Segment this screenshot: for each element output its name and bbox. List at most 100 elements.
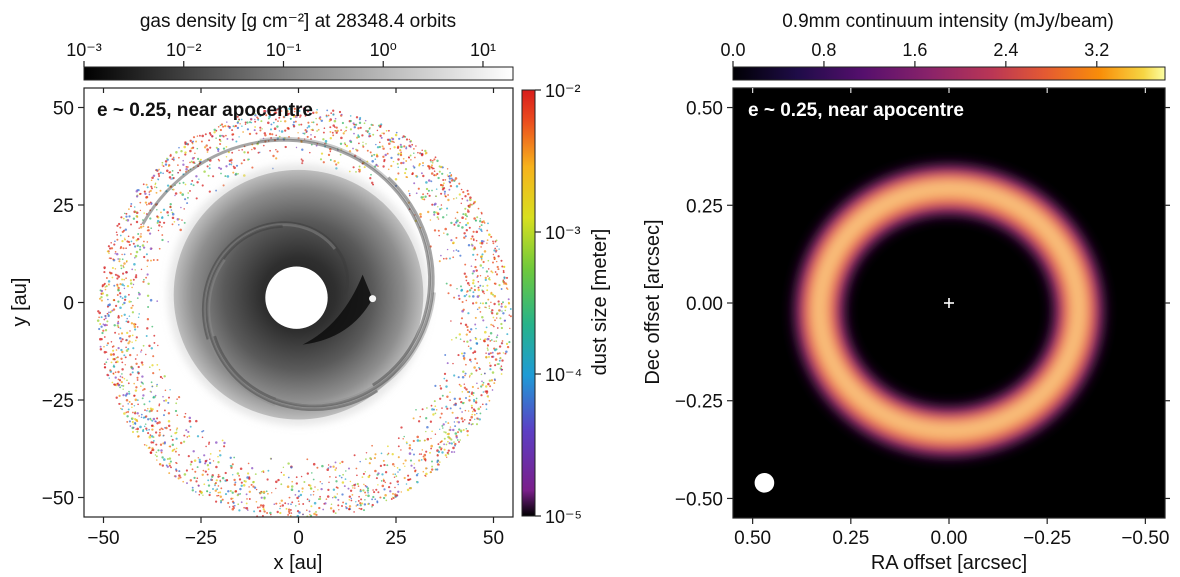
dust-particle: [491, 351, 494, 354]
dust-particle: [486, 289, 489, 292]
dust-particle: [477, 288, 480, 292]
dust-particle: [171, 223, 174, 226]
dust-particle: [140, 233, 142, 235]
dust-particle: [177, 223, 180, 226]
dust-particle: [489, 364, 492, 367]
dust-particle: [219, 480, 222, 483]
dust-particle: [355, 467, 358, 470]
dust-particle: [147, 202, 151, 205]
dust-particle: [427, 164, 430, 168]
dust-particle: [121, 385, 123, 387]
dust-particle: [382, 459, 385, 462]
dust-particle: [175, 402, 178, 405]
dust-particle: [145, 335, 148, 337]
dust-particle: [214, 484, 216, 487]
dust-particle: [500, 373, 503, 375]
dust-particle: [471, 410, 474, 413]
dust-particle: [134, 339, 137, 342]
dust-particle: [114, 268, 117, 270]
dust-particle: [463, 294, 467, 298]
dust-particle: [294, 120, 297, 123]
dust-particle: [176, 427, 179, 430]
dust-particle: [99, 347, 103, 351]
dust-particle: [505, 283, 508, 286]
dust-particle: [111, 276, 114, 279]
dust-particle: [445, 443, 448, 446]
dust-particle: [236, 121, 239, 124]
dust-particle: [443, 437, 446, 440]
dust-particle: [334, 468, 337, 471]
dust-particle: [438, 461, 441, 463]
dust-particle: [446, 174, 449, 176]
dust-particle: [103, 345, 105, 348]
dust-particle: [309, 487, 313, 490]
dust-particle: [312, 111, 315, 115]
dust-particle: [292, 125, 296, 128]
dust-particle: [265, 490, 268, 493]
dust-particle: [372, 495, 375, 499]
dust-particle: [178, 470, 181, 473]
dust-particle: [497, 309, 501, 312]
dust-particle: [259, 115, 262, 117]
dust-particle: [156, 300, 159, 302]
dust-particle: [134, 389, 138, 392]
dust-particle: [299, 116, 301, 118]
dust-particle: [328, 481, 330, 484]
dust-particle: [134, 210, 137, 213]
dust-particle: [373, 491, 376, 494]
dust-particle: [440, 440, 443, 443]
dust-particle: [464, 409, 467, 412]
dust-particle: [429, 159, 432, 162]
dust-particle: [433, 174, 436, 177]
dust-particle: [319, 495, 321, 498]
dust-particle: [491, 389, 494, 391]
dust-particle: [272, 121, 275, 124]
dust-particle: [425, 475, 427, 477]
dust-particle: [431, 161, 434, 164]
dust-particle: [218, 134, 222, 138]
dust-particle: [463, 383, 466, 385]
continuum-panel-label: e ~ 0.25, near apocentre: [748, 100, 964, 121]
dust-particle: [396, 480, 399, 483]
dust-particle: [472, 408, 476, 411]
dust-particle: [137, 435, 140, 438]
dust-particle: [187, 455, 190, 458]
dust-particle: [366, 489, 370, 492]
dust-particle: [430, 447, 433, 450]
dust-particle: [471, 413, 474, 416]
dust-particle: [473, 366, 476, 369]
dust-particle: [171, 158, 174, 161]
dust-particle: [474, 247, 477, 250]
dust-particle: [485, 403, 488, 406]
dust-particle: [399, 143, 402, 146]
dust-particle: [301, 148, 304, 151]
dust-particle: [152, 439, 155, 442]
dust-particle: [464, 235, 467, 238]
dust-particle: [408, 208, 411, 210]
dust-particle: [296, 510, 300, 513]
dust-particle: [182, 480, 185, 483]
dust-particle: [324, 139, 328, 143]
dust-particle: [444, 431, 447, 434]
dust-particle: [121, 297, 124, 300]
dust-particle: [443, 190, 447, 193]
dust-particle: [142, 389, 144, 391]
dust-particle: [324, 142, 326, 145]
dust-particle: [136, 379, 139, 381]
dust-particle: [180, 149, 183, 153]
dust-particle: [490, 323, 493, 326]
gas-colorbar-ticks: 10⁻³ 10⁻² 10⁻¹ 10⁰ 10¹: [66, 40, 496, 67]
dust-colorbar-tick-label: 10⁻³: [545, 223, 581, 243]
dust-particle: [410, 159, 412, 161]
dust-particle: [447, 453, 450, 455]
dust-particle: [208, 139, 211, 142]
dust-particle: [469, 203, 472, 206]
dust-particle: [107, 298, 109, 301]
dust-particle: [253, 147, 256, 150]
dust-particle: [457, 354, 460, 357]
dust-particle: [458, 297, 461, 300]
dust-particle: [131, 268, 134, 271]
dust-particle: [259, 129, 262, 132]
dust-particle: [121, 368, 124, 371]
dust-particle: [167, 241, 169, 243]
